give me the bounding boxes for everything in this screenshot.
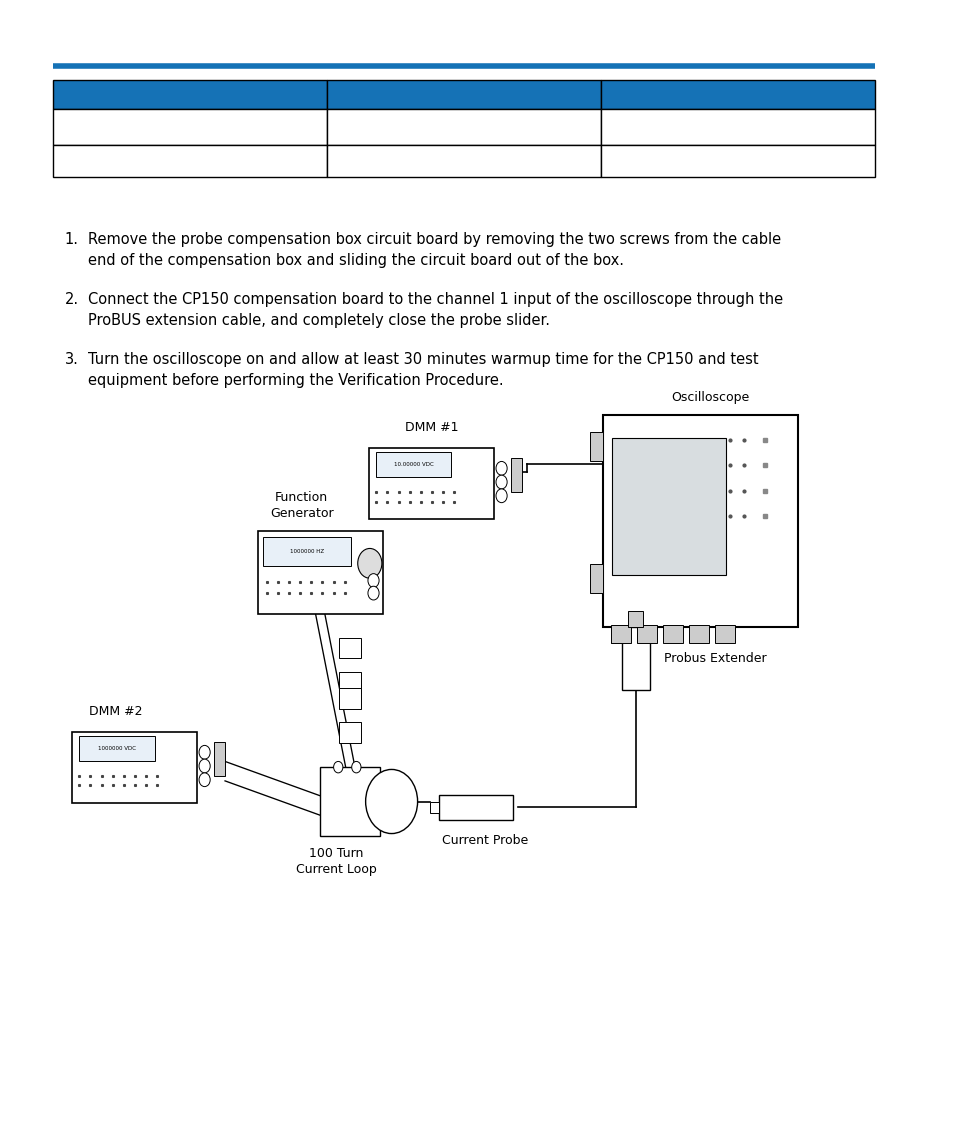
Bar [339,638,361,658]
Text: DMM #1: DMM #1 [404,421,457,434]
Text: Function
Generator: Function Generator [270,491,333,520]
Bar [369,448,494,519]
Bar [339,722,361,743]
Bar [610,625,630,643]
Text: 3.: 3. [65,352,79,366]
Bar [628,611,642,627]
Bar [71,732,197,803]
Text: DMM #2: DMM #2 [90,705,143,718]
Circle shape [368,586,378,600]
Circle shape [199,759,210,773]
Bar [263,537,351,566]
Bar [662,625,682,643]
Circle shape [199,773,210,787]
Text: 1000000 VDC: 1000000 VDC [98,747,135,751]
Circle shape [368,574,378,587]
Bar [688,625,708,643]
Bar [590,433,602,461]
Bar [600,109,874,145]
Circle shape [496,475,507,489]
Bar [79,736,154,761]
Bar [429,802,438,813]
Bar [636,625,657,643]
Bar [510,458,521,492]
Bar [327,80,600,109]
Bar [52,80,327,109]
Bar [52,145,327,177]
Circle shape [334,761,342,773]
Bar [339,672,361,693]
Circle shape [357,548,381,578]
Bar [590,564,602,593]
Text: 1000000 HZ: 1000000 HZ [290,548,324,554]
Text: Turn the oscilloscope on and allow at least 30 minutes warmup time for the CP150: Turn the oscilloscope on and allow at le… [88,352,758,387]
Circle shape [496,489,507,503]
Bar [612,437,724,576]
Bar [339,688,361,709]
Text: Connect the CP150 compensation board to the channel 1 input of the oscilloscope : Connect the CP150 compensation board to … [88,292,782,327]
Text: Oscilloscope: Oscilloscope [670,390,748,404]
Text: 2.: 2. [65,292,79,307]
Bar [320,767,380,836]
Bar [600,145,874,177]
Text: 100 Turn
Current Loop: 100 Turn Current Loop [295,847,376,876]
Bar [600,80,874,109]
Bar [257,531,382,614]
Text: Current Probe: Current Probe [442,834,528,846]
Circle shape [352,761,360,773]
Bar [52,109,327,145]
Circle shape [199,745,210,759]
Bar [327,145,600,177]
Text: Remove the probe compensation box circuit board by removing the two screws from : Remove the probe compensation box circui… [88,232,781,268]
Text: 10.00000 VDC: 10.00000 VDC [394,463,434,467]
Circle shape [365,769,417,834]
Bar [327,109,600,145]
Bar [438,795,513,820]
Bar [714,625,734,643]
Bar [375,452,451,477]
Text: Probus Extender: Probus Extender [663,652,765,665]
Bar [213,742,225,776]
Bar [621,627,649,689]
Circle shape [496,461,507,475]
Bar [602,416,798,627]
Text: 1.: 1. [65,232,79,247]
